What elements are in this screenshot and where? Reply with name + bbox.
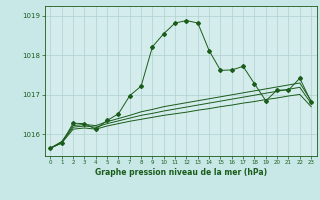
X-axis label: Graphe pression niveau de la mer (hPa): Graphe pression niveau de la mer (hPa) [95,168,267,177]
